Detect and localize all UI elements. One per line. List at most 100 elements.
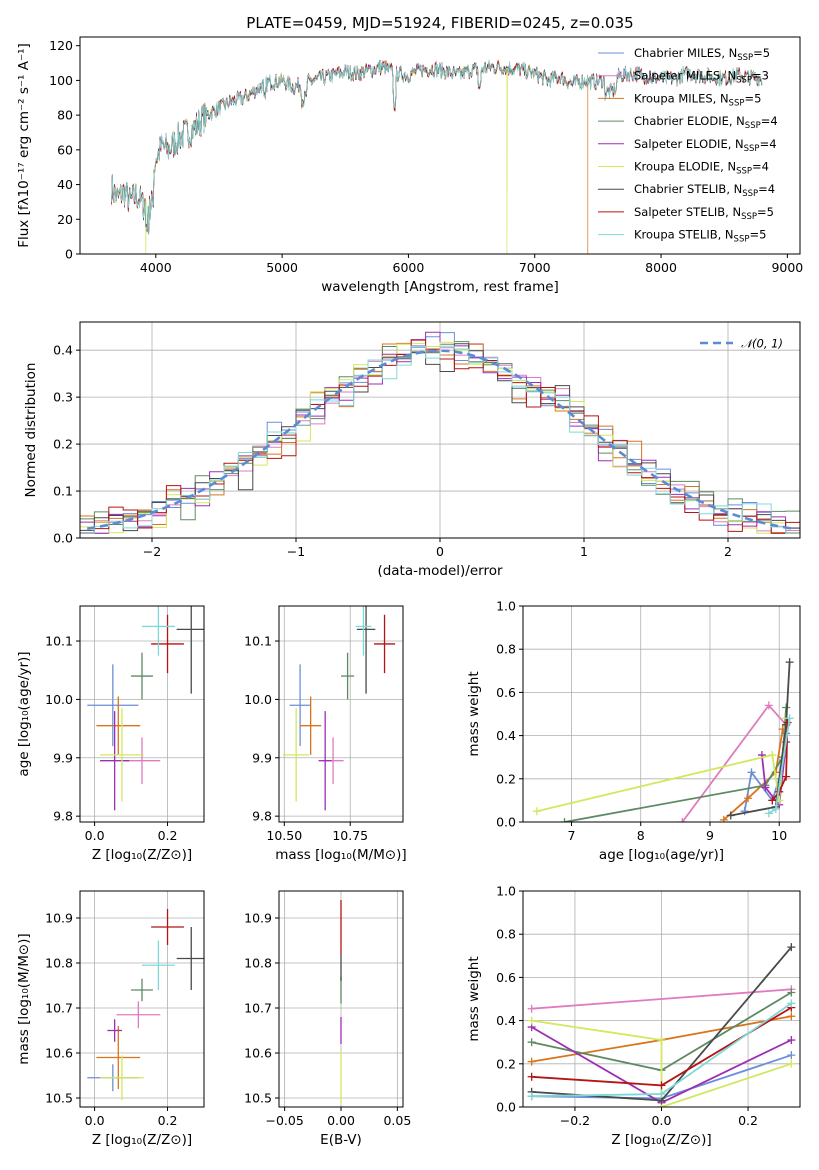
- age-vs-mass-frame: [278, 605, 404, 823]
- y-tick-label: 0.6: [496, 685, 516, 700]
- weight-marker: [657, 1081, 666, 1090]
- x-tick-label: 0.0: [85, 1113, 105, 1128]
- weight-vs-Z-frame: [522, 890, 801, 1108]
- weight-marker: [527, 1038, 536, 1047]
- legend-name: Chabrier ELODIE, N: [634, 114, 745, 128]
- y-tick-label: 0.4: [496, 728, 516, 743]
- y-tick-label: 1.0: [496, 599, 516, 614]
- x-axis-label: Z [log₁₀(Z/Z⊙)]: [92, 847, 192, 863]
- spectrum-frame: [79, 36, 801, 255]
- y-tick-label: 80: [57, 108, 73, 123]
- weight-series-line: [531, 1019, 792, 1107]
- weight-series-line: [771, 722, 789, 801]
- legend-sub: SSP: [744, 144, 760, 154]
- legend-suffix: =4: [752, 160, 769, 174]
- y-axis-label: Normed distribution: [23, 363, 39, 498]
- weight-series-line: [761, 742, 787, 807]
- x-axis-label: mass [log₁₀(M/M⊙)]: [275, 847, 406, 863]
- x-tick-label: 0.2: [158, 1113, 178, 1128]
- x-tick-label: 0.2: [738, 1113, 758, 1128]
- age-vs-mass-axes: 10.50 10.75 9.8 9.9 10.0 10.1 mass [log₁₀(M/M⊙…: [244, 606, 407, 863]
- x-tick-label: 2: [724, 544, 732, 559]
- weight-marker: [783, 718, 792, 727]
- y-tick-label: 120: [49, 38, 73, 53]
- x-tick-label: 0.2: [158, 828, 178, 843]
- x-tick-label: 0.05: [383, 1113, 411, 1128]
- y-tick-label: 0.2: [496, 1056, 516, 1071]
- weight-series-line: [730, 662, 791, 817]
- weight-marker: [787, 1012, 796, 1021]
- x-tick-label: −0.05: [265, 1113, 303, 1128]
- y-tick-label: 20: [57, 212, 73, 227]
- legend-name: Salpeter ELODIE, N: [634, 137, 744, 151]
- x-tick-label: 0: [436, 544, 444, 559]
- y-tick-label: 40: [57, 177, 73, 192]
- y-tick-label: 10.8: [244, 956, 272, 971]
- legend-name: Salpeter STELIB, N: [634, 205, 741, 219]
- x-tick-label: −0.2: [560, 1113, 590, 1128]
- y-tick-label: 10.7: [244, 1001, 272, 1016]
- x-tick-label: 4000: [140, 260, 172, 275]
- spectrum-lines: [111, 59, 763, 254]
- x-tick-label: 7: [567, 828, 575, 843]
- y-tick-label: 9.8: [252, 809, 272, 824]
- weight-marker: [787, 1051, 796, 1060]
- y-tick-label: 10.8: [45, 956, 73, 971]
- weight-marker: [678, 818, 687, 822]
- y-tick-label: 10.6: [244, 1046, 272, 1061]
- histogram-series: [80, 345, 800, 534]
- legend-suffix: =3: [752, 69, 769, 83]
- x-axis-label: (data-model)/error: [377, 563, 503, 579]
- y-axis-label: age [log₁₀(age/yr)]: [16, 651, 32, 776]
- x-tick-label: 6000: [393, 260, 425, 275]
- legend-suffix: =5: [749, 228, 766, 242]
- legend-name: Salpeter MILES, N: [634, 69, 736, 83]
- legend-sub: SSP: [737, 53, 753, 63]
- mass-vs-EBV-axes: −0.05 0.00 0.05 10.5 10.6 10.7 10.8 10.9 E(B-V): [244, 891, 411, 1148]
- y-tick-label: 1.0: [496, 884, 516, 899]
- y-tick-label: 60: [57, 142, 73, 157]
- legend-name: Kroupa MILES, N: [634, 91, 729, 105]
- weight-marker: [527, 1072, 536, 1081]
- weight-marker: [527, 1057, 536, 1066]
- normal-curve: [86, 349, 794, 530]
- weight-marker: [771, 805, 780, 814]
- weight-marker: [787, 1036, 796, 1045]
- weight-marker: [787, 943, 796, 952]
- legend-sub: SSP: [729, 98, 745, 108]
- legend-name: Kroupa ELODIE, N: [634, 160, 736, 174]
- weight-marker: [527, 1092, 536, 1101]
- legend-suffix: =5: [744, 91, 761, 105]
- weight-series-line: [564, 707, 787, 822]
- legend-label: Kroupa STELIB, NSSP=5: [634, 228, 766, 245]
- weight-marker: [785, 714, 794, 723]
- age-vs-Z-axes: 0.0 0.2 9.8 9.9 10.0 10.1 Z [log₁₀(Z/Z⊙)] age […: [16, 606, 204, 863]
- y-tick-label: 0.0: [53, 531, 73, 546]
- legend-sub: SSP: [736, 76, 752, 86]
- y-tick-label: 0.2: [496, 771, 516, 786]
- age-vs-mass-points: [282, 606, 396, 811]
- y-tick-label: 10.9: [45, 911, 73, 926]
- x-tick-label: 7000: [519, 260, 551, 275]
- weight-marker: [787, 999, 796, 1008]
- weight-marker: [768, 796, 777, 805]
- y-tick-label: 10.0: [45, 692, 73, 707]
- weight-marker: [527, 1004, 536, 1013]
- x-tick-label: 8: [637, 828, 645, 843]
- y-tick-label: 10.5: [45, 1091, 73, 1106]
- y-axis-label: mass weight: [466, 671, 482, 756]
- x-axis-label: Z [log₁₀(Z/Z⊙)]: [92, 1132, 192, 1148]
- spectrum-series-line: [111, 59, 589, 254]
- x-tick-label: 0.0: [652, 1113, 672, 1128]
- legend-suffix: =5: [757, 205, 774, 219]
- weight-marker: [532, 807, 541, 816]
- x-tick-label: 9: [706, 828, 714, 843]
- weight-marker: [740, 807, 749, 816]
- x-axis-label: E(B-V): [320, 1132, 362, 1148]
- x-tick-label: 9000: [771, 260, 803, 275]
- legend-sub: SSP: [745, 121, 761, 131]
- legend-sub: SSP: [736, 167, 752, 177]
- x-axis-label: Z [log₁₀(Z/Z⊙)]: [611, 1132, 711, 1148]
- y-tick-label: 0.2: [53, 437, 73, 452]
